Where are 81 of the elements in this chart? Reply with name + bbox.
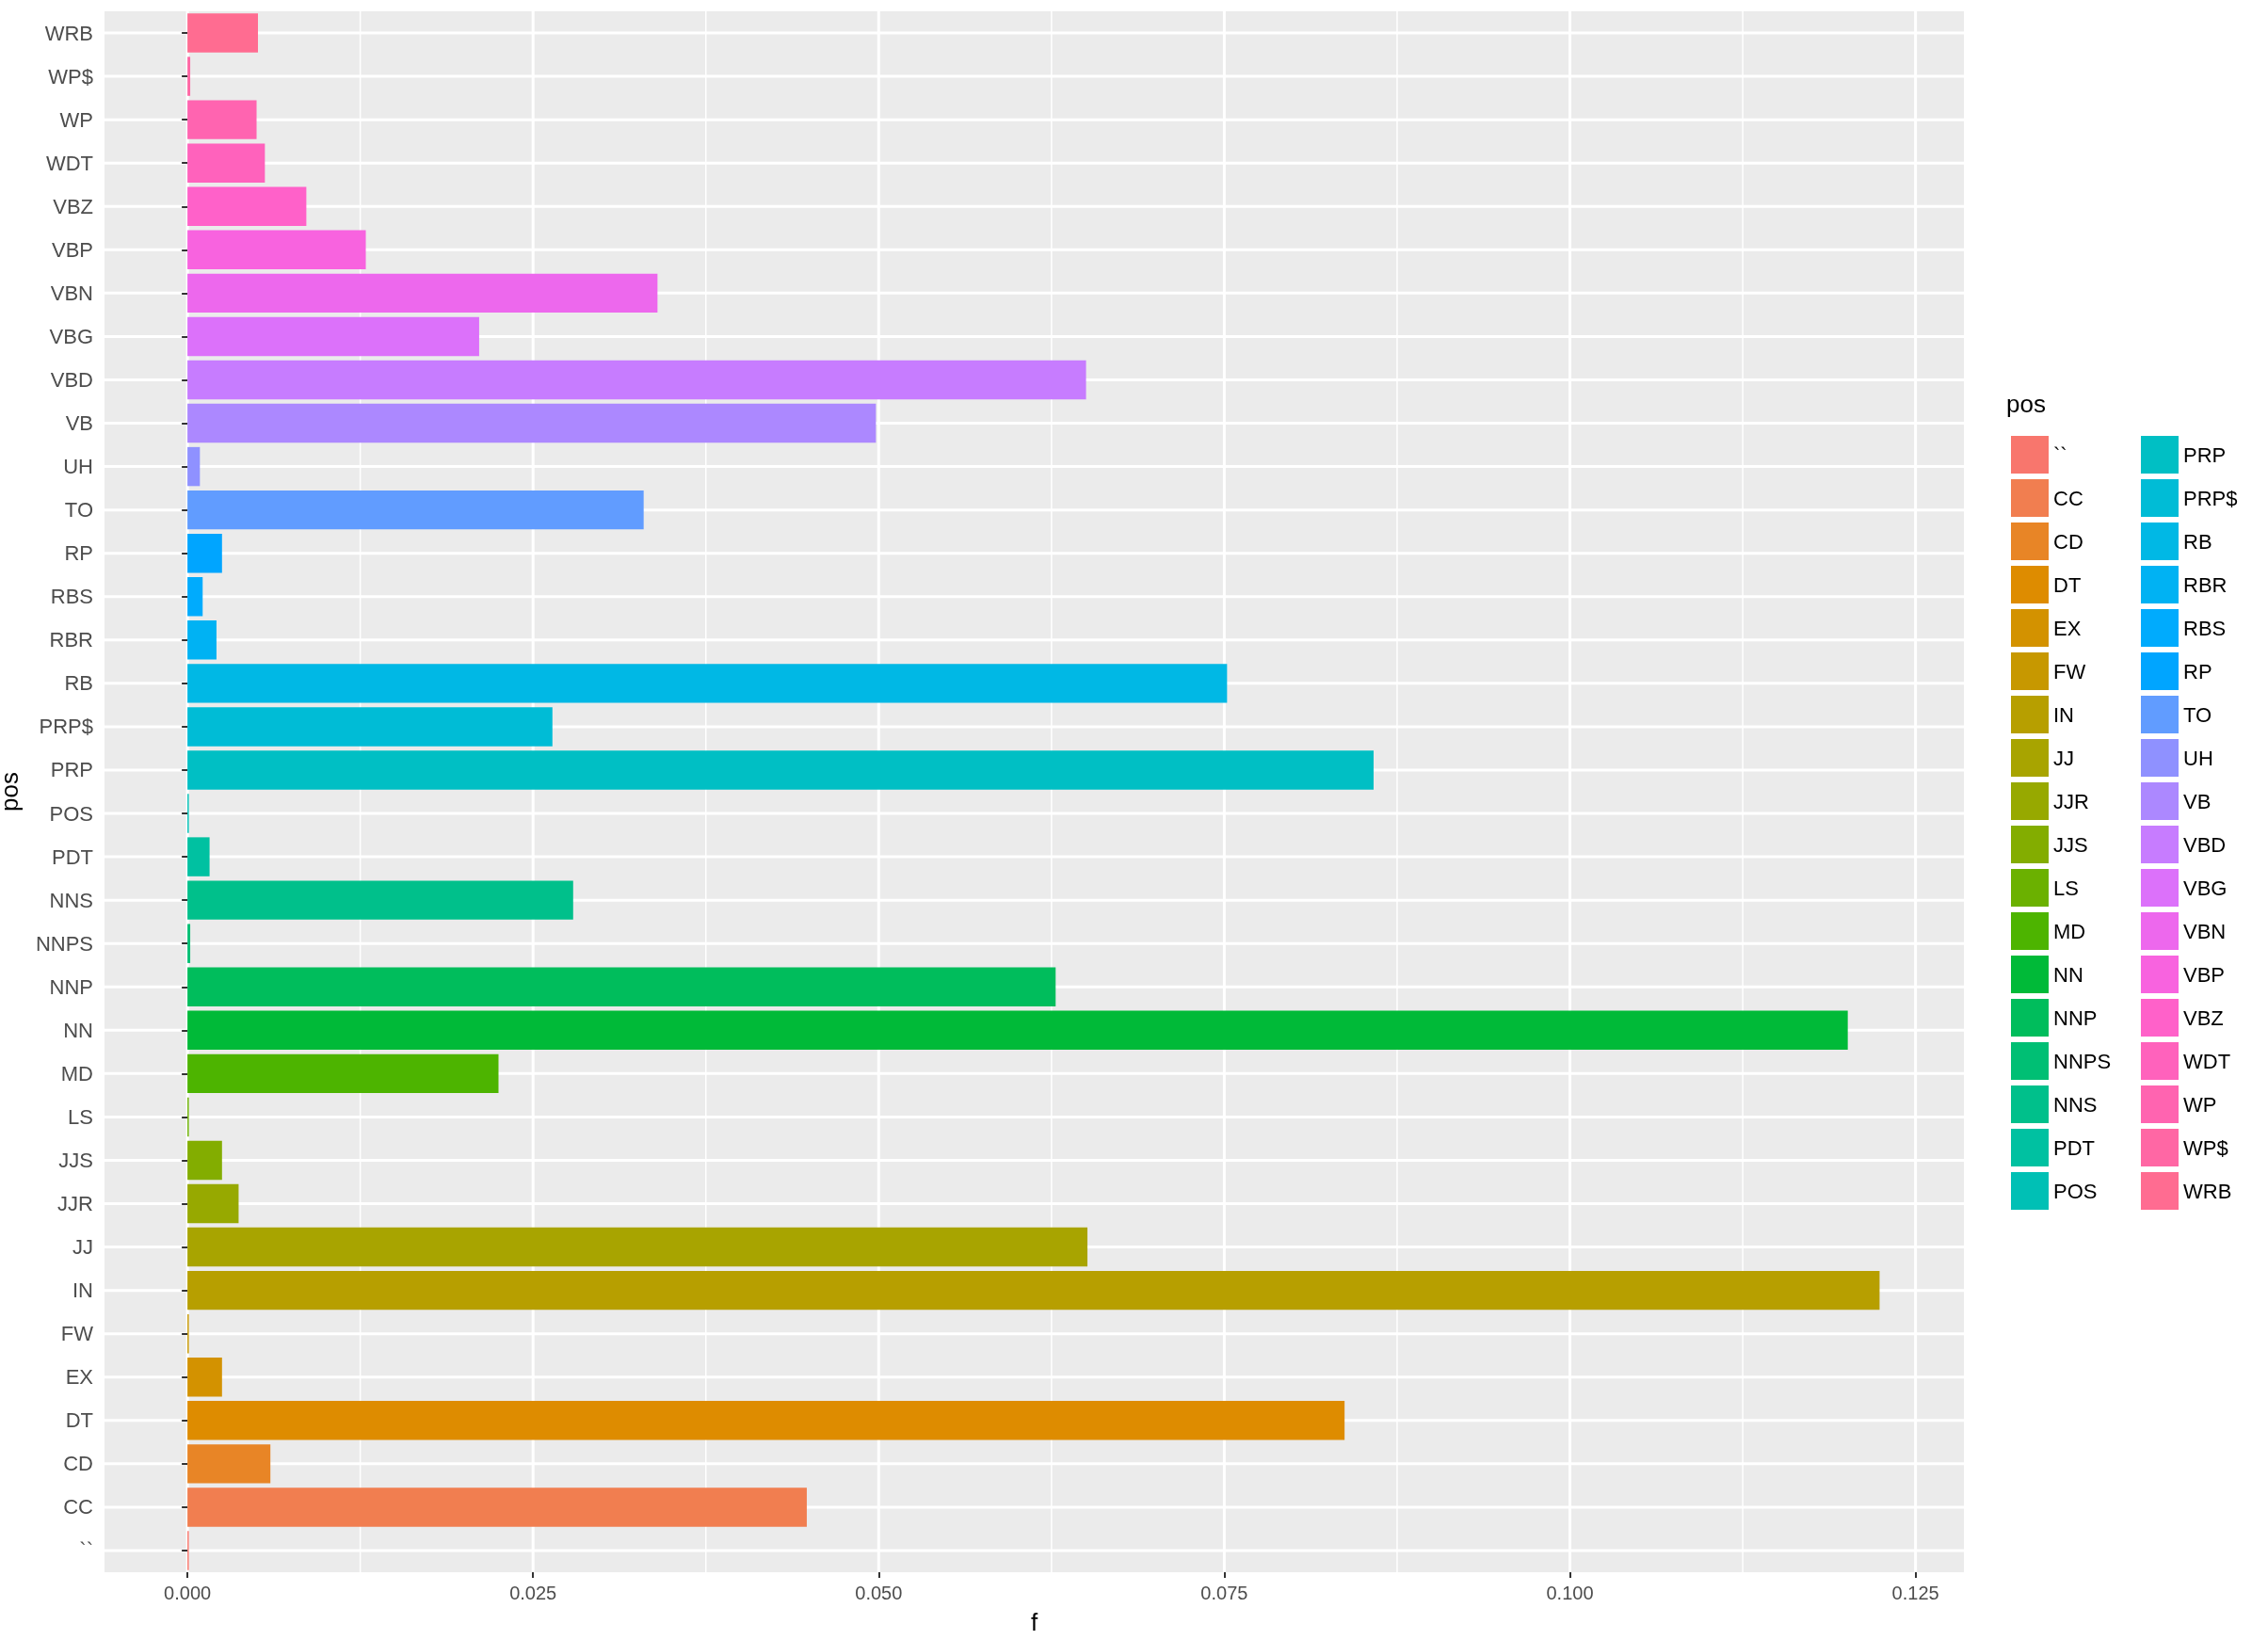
- y-tick-label: FW: [60, 1322, 94, 1346]
- legend-label: IN: [2053, 702, 2074, 727]
- y-tick-label: MD: [60, 1061, 93, 1085]
- legend-label: WP$: [2183, 1135, 2228, 1160]
- y-tick-label: RP: [64, 541, 93, 566]
- y-tick-label: JJS: [58, 1148, 93, 1172]
- legend-label: WDT: [2183, 1049, 2231, 1073]
- legend-label: VB: [2183, 789, 2212, 813]
- y-tick-label: TO: [64, 498, 93, 523]
- legend-label: PDT: [2053, 1135, 2095, 1160]
- legend-label: PRP: [2183, 442, 2227, 467]
- y-tick-label: VBZ: [53, 194, 93, 218]
- y-tick-label: VB: [65, 411, 93, 436]
- legend-label: NN: [2053, 962, 2083, 987]
- y-tick-label: VBD: [50, 367, 93, 392]
- legend-label: VBN: [2183, 919, 2227, 943]
- y-tick-label: PRP$: [39, 715, 93, 739]
- y-tick-label: PRP: [50, 758, 93, 782]
- y-tick-label: VBP: [51, 237, 93, 262]
- y-tick-label: NN: [63, 1018, 93, 1042]
- y-tick-label: NNPS: [35, 931, 93, 956]
- y-tick-label: UH: [63, 455, 93, 479]
- legend-label: DT: [2053, 572, 2082, 597]
- legend-label: VBD: [2183, 832, 2227, 857]
- y-tick-label: WRB: [44, 21, 93, 45]
- legend-label: CC: [2053, 486, 2083, 510]
- x-tick-label: 0.075: [1200, 1583, 1248, 1603]
- y-tick-label: WP$: [48, 64, 93, 88]
- legend-label: CD: [2053, 529, 2083, 554]
- x-tick-label: 0.125: [1891, 1583, 1939, 1603]
- legend-label: POS: [2053, 1179, 2098, 1203]
- legend-label: JJR: [2053, 789, 2089, 813]
- y-axis-title: pos: [0, 772, 24, 812]
- legend-label: JJS: [2053, 832, 2088, 857]
- legend-label: EX: [2053, 616, 2082, 640]
- legend-label: JJ: [2053, 746, 2074, 770]
- y-tick-label: EX: [65, 1365, 94, 1390]
- x-tick-label: 0.000: [164, 1583, 212, 1603]
- x-axis-title: f: [1030, 1608, 1038, 1636]
- y-tick-label: IN: [72, 1278, 93, 1303]
- x-tick-label: 0.100: [1546, 1583, 1594, 1603]
- legend-label: VBZ: [2183, 1005, 2224, 1030]
- y-tick-label: PDT: [52, 844, 93, 869]
- legend-label: RB: [2183, 529, 2212, 554]
- legend-label: NNP: [2053, 1005, 2098, 1030]
- y-tick-label: JJ: [72, 1235, 93, 1260]
- y-tick-label: DT: [65, 1408, 93, 1433]
- legend-label: VBP: [2183, 962, 2226, 987]
- y-tick-label: RBR: [49, 628, 93, 652]
- legend-label: TO: [2183, 702, 2212, 727]
- y-tick-label: POS: [49, 801, 93, 826]
- legend-label: RBR: [2183, 572, 2228, 597]
- y-tick-label: LS: [68, 1104, 93, 1129]
- y-tick-label: CD: [63, 1452, 93, 1476]
- y-tick-label: CC: [63, 1495, 94, 1519]
- legend-label: NNPS: [2053, 1049, 2112, 1073]
- y-tick-label: NNP: [49, 974, 93, 999]
- x-tick-label: 0.025: [509, 1583, 557, 1603]
- legend-label: NNS: [2053, 1092, 2098, 1117]
- legend-label: FW: [2053, 659, 2086, 683]
- y-tick-label: JJR: [57, 1192, 93, 1216]
- y-tick-label: RBS: [50, 585, 93, 609]
- legend-label: RBS: [2183, 616, 2227, 640]
- y-tick-label: VBG: [49, 324, 93, 348]
- y-tick-label: WP: [59, 107, 93, 132]
- x-tick-label: 0.050: [855, 1583, 903, 1603]
- legend-label: WP: [2183, 1092, 2217, 1117]
- y-tick-label: NNS: [49, 888, 93, 912]
- legend-label: WRB: [2183, 1179, 2232, 1203]
- y-tick-label: RB: [64, 671, 93, 696]
- legend-label: LS: [2053, 876, 2079, 900]
- legend-label: PRP$: [2183, 486, 2238, 510]
- legend-label: UH: [2183, 746, 2213, 770]
- legend-label: RP: [2183, 659, 2212, 683]
- legend-title: pos: [2006, 390, 2046, 418]
- legend-label: MD: [2053, 919, 2086, 943]
- y-tick-label: VBN: [50, 281, 93, 305]
- legend-label: ``: [2053, 442, 2067, 467]
- y-tick-label: ``: [79, 1538, 93, 1563]
- legend-label: VBG: [2183, 876, 2228, 900]
- y-tick-label: WDT: [45, 151, 93, 175]
